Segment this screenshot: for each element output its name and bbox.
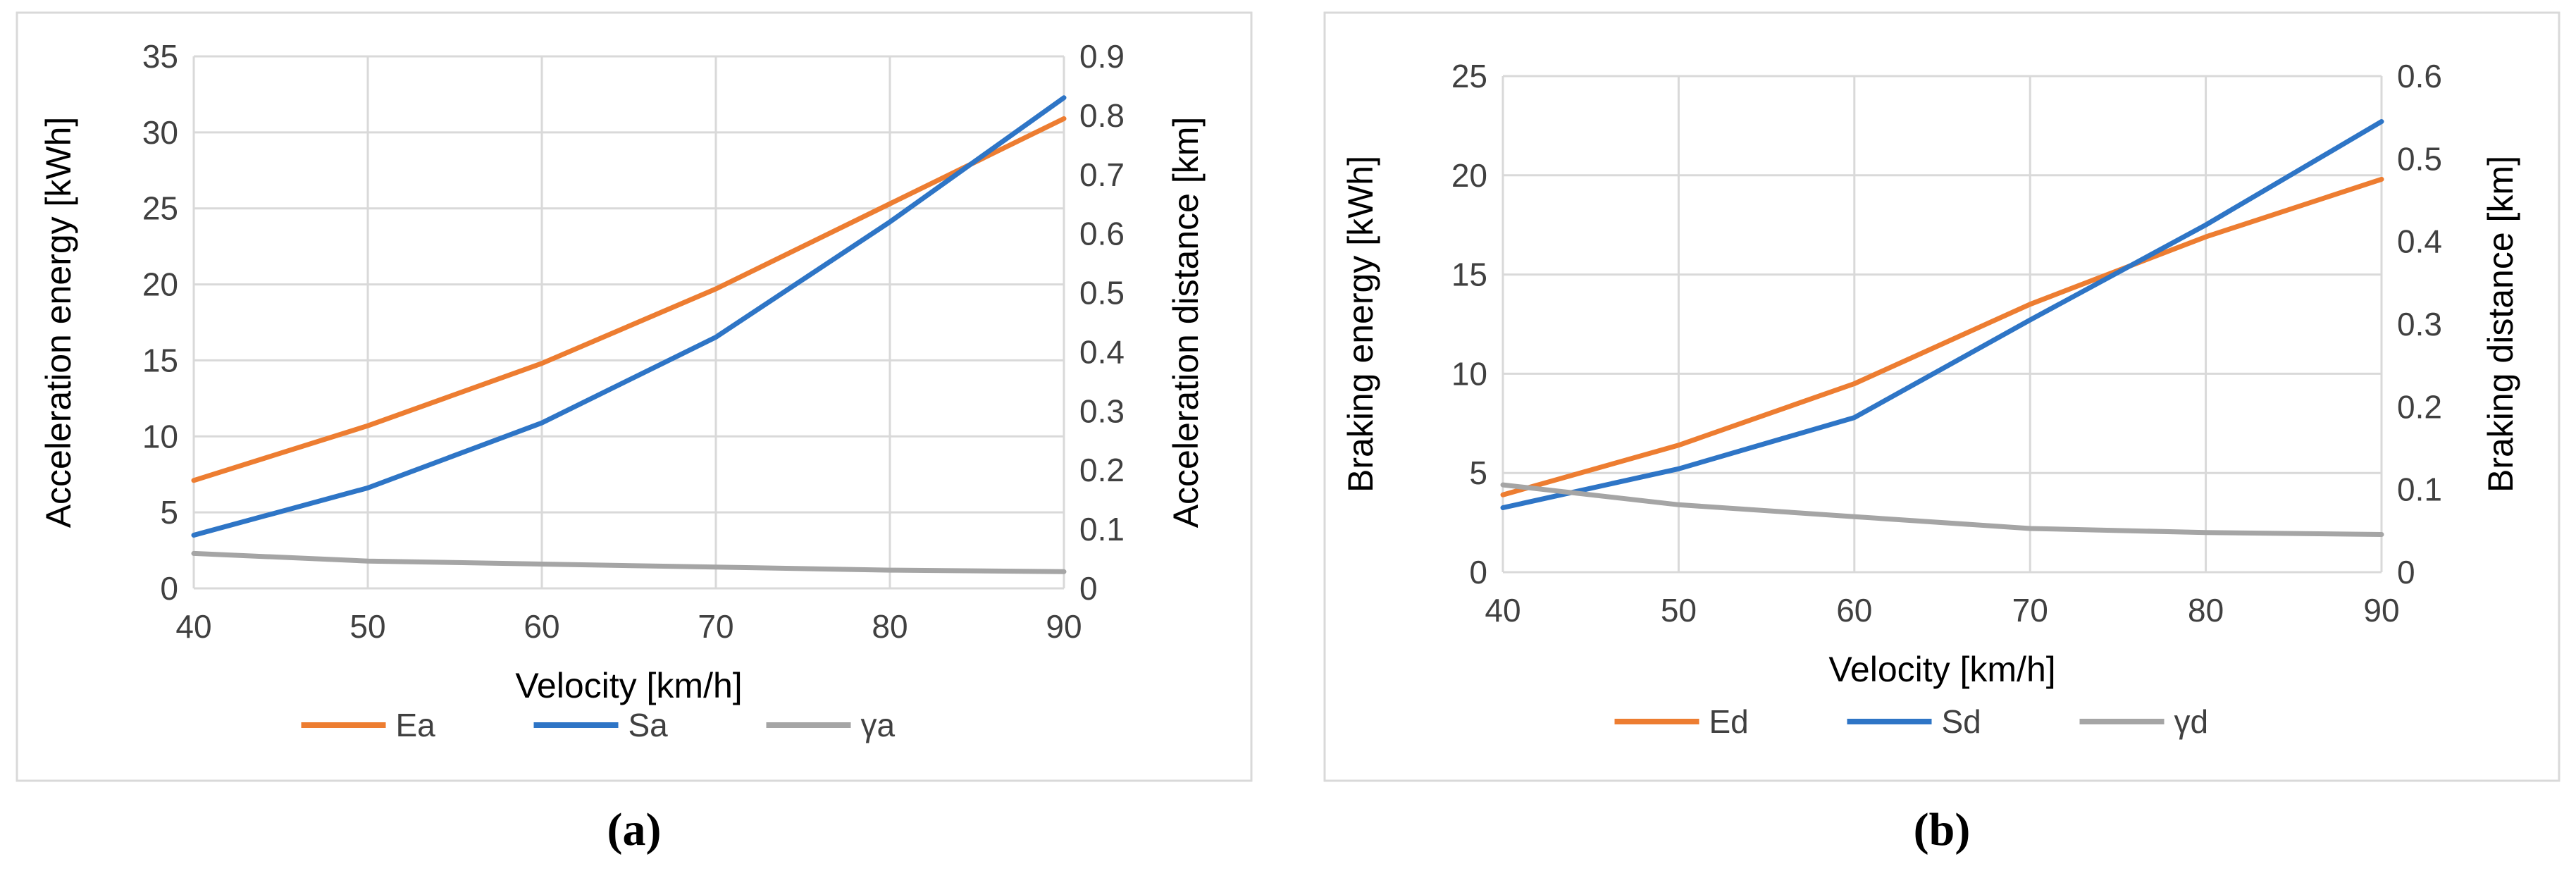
chart-b-x-tick-label: 70 (2012, 592, 2048, 629)
chart-a-y-left-tick-label: 30 (142, 114, 178, 151)
chart-a-y-right-tick-label: 0.2 (1079, 452, 1125, 488)
chart-a-x-tick-label: 90 (1046, 608, 1082, 645)
chart-b-legend-label-1: Ed (1709, 703, 1749, 740)
chart-a-y-right-tick-label: 0.3 (1079, 392, 1125, 429)
chart-a-legend-label-1: Ea (396, 707, 436, 743)
chart-a-x-tick-label: 50 (349, 608, 385, 645)
chart-a-y-right-tick-label: 0.7 (1079, 156, 1125, 193)
chart-b-y-left-tick-label: 20 (1451, 157, 1487, 194)
chart-a-frame (16, 11, 1253, 782)
chart-b-y-left-tick-label: 10 (1451, 355, 1487, 392)
chart-b-y-left-tick-label: 5 (1469, 455, 1487, 491)
chart-b-legend-label-3: γd (2174, 703, 2209, 740)
chart-b-y-right-tick-label: 0.5 (2397, 140, 2442, 177)
chart-b-x-tick-label: 50 (1661, 592, 1697, 629)
chart-a-x-axis-title: Velocity [km/h] (515, 666, 742, 705)
chart-b-x-tick-label: 80 (2188, 592, 2224, 629)
chart-a-y-left-tick-label: 5 (160, 494, 178, 531)
chart-a-y-right-axis-title: Acceleration distance [km] (1166, 117, 1206, 528)
chart-a-x-tick-label: 70 (698, 608, 733, 645)
chart-b-y-left-axis-title: Braking energy [kWh] (1341, 156, 1380, 493)
chart-a-y-left-tick-label: 15 (142, 342, 178, 378)
chart-b-y-left-tick-label: 25 (1451, 58, 1487, 94)
chart-a-y-right-tick-label: 0.5 (1079, 275, 1125, 311)
chart-b-y-right-tick-label: 0.2 (2397, 388, 2442, 425)
chart-a-y-left-tick-label: 25 (142, 190, 178, 227)
chart-a-y-left-tick-label: 10 (142, 418, 178, 455)
chart-panel-a: 0 5 10 15 20 25 30 35 40 50 60 70 80 90 0 0.1 0.2 0.3 0.4 0… (0, 0, 1268, 878)
chart-b-x-tick-label: 60 (1836, 592, 1872, 629)
chart-a-y-right-tick-label: 0 (1079, 570, 1098, 607)
chart-a-series-line-3 (191, 550, 1067, 574)
chart-a-y-left-tick-label: 20 (142, 266, 178, 303)
chart-b-y-right-tick-label: 0.4 (2397, 223, 2442, 260)
chart-b-y-right-axis-title: Braking distance [km] (2481, 156, 2520, 493)
chart-a-series-line-2 (191, 95, 1067, 538)
chart-b-y-right-tick-label: 0 (2397, 554, 2415, 591)
chart-a-y-left-tick-label: 0 (160, 570, 178, 607)
chart-a-y-right-tick-label: 0.8 (1079, 97, 1125, 134)
chart-b-series-line-2 (1500, 119, 2384, 510)
chart-a-y-right-tick-label: 0.1 (1079, 511, 1125, 548)
chart-a-series-line-1 (191, 116, 1067, 483)
chart-a-x-tick-label: 40 (175, 608, 211, 645)
chart-panel-b: 0 5 10 15 20 25 40 50 60 70 80 90 0 0.1 0.2 0.3 0.4 0.5 0.… (1308, 0, 2576, 878)
chart-b-x-tick-label: 90 (2363, 592, 2399, 629)
chart-b-y-right-tick-label: 0.1 (2397, 471, 2442, 508)
chart-b-y-right-tick-label: 0.3 (2397, 306, 2442, 342)
chart-b-series-line-1 (1500, 176, 2384, 497)
chart-a-x-tick-label: 60 (524, 608, 559, 645)
chart-a-legend-label-3: γa (861, 707, 896, 743)
chart-a-y-right-tick-label: 0.4 (1079, 333, 1125, 370)
chart-a-y-left-axis-title: Acceleration energy [kWh] (39, 117, 78, 528)
chart-a-x-tick-label: 80 (872, 608, 908, 645)
chart-b-y-left-tick-label: 15 (1451, 256, 1487, 293)
chart-a-y-right-tick-label: 0.9 (1079, 38, 1125, 75)
chart-b-legend-label-2: Sd (1942, 703, 1981, 740)
chart-b-x-tick-label: 40 (1485, 592, 1521, 629)
chart-b-series-line-3 (1500, 482, 2384, 537)
chart-a-y-left-tick-label: 35 (142, 38, 178, 75)
chart-b-y-left-tick-label: 0 (1469, 554, 1487, 591)
chart-a-legend-label-2: Sa (628, 707, 669, 743)
chart-a-caption: (a) (607, 804, 662, 855)
chart-b-y-right-tick-label: 0.6 (2397, 58, 2442, 94)
chart-a-y-right-tick-label: 0.6 (1079, 216, 1125, 252)
chart-b-x-axis-title: Velocity [km/h] (1828, 650, 2055, 689)
chart-b-caption: (b) (1913, 804, 1971, 855)
